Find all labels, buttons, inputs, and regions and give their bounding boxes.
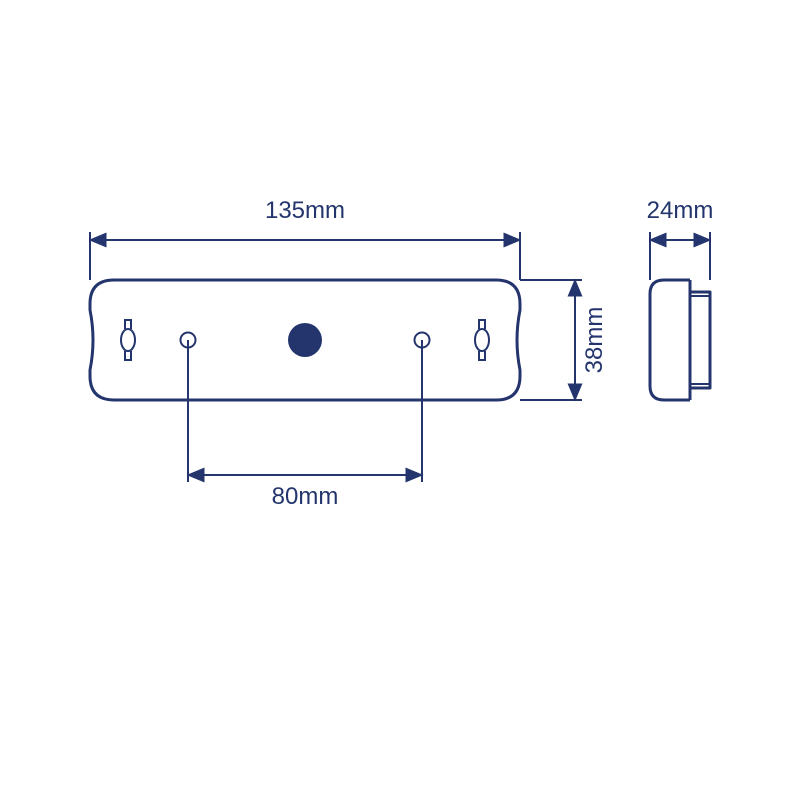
technical-drawing: 135mm 80mm 38mm 24mm bbox=[0, 0, 800, 800]
side-view bbox=[650, 280, 710, 400]
dim-24mm: 24mm bbox=[647, 197, 714, 280]
dim-label: 135mm bbox=[265, 197, 345, 224]
dim-label: 38mm bbox=[581, 307, 608, 374]
dim-label: 80mm bbox=[272, 483, 339, 510]
tab-slot-1 bbox=[475, 320, 489, 360]
dim-38mm: 38mm bbox=[520, 280, 608, 400]
dim-135mm: 135mm bbox=[90, 197, 520, 280]
center-hole bbox=[288, 323, 322, 357]
dim-80mm: 80mm bbox=[188, 340, 422, 510]
dim-label: 24mm bbox=[647, 197, 714, 224]
tab-slot-0 bbox=[121, 320, 135, 360]
